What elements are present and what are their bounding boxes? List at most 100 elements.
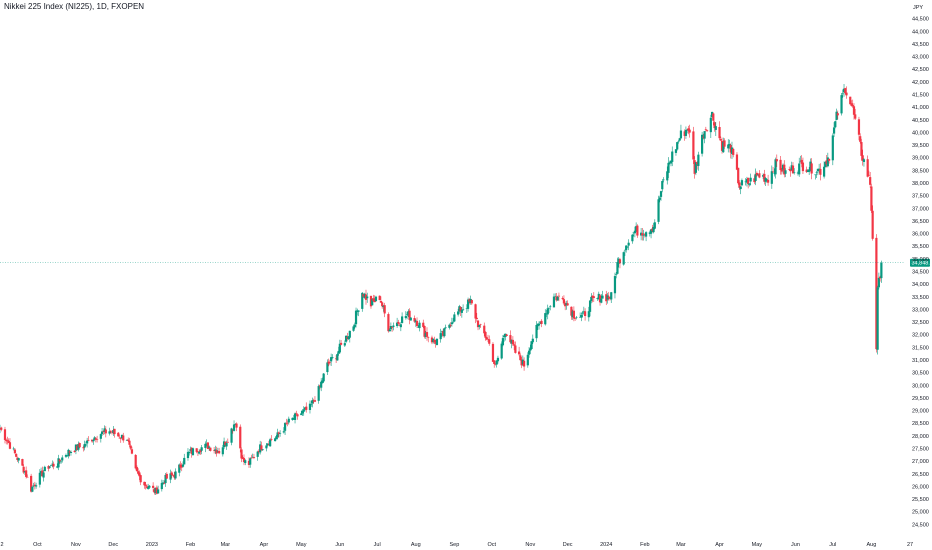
candle-body <box>213 450 216 451</box>
candle-body <box>422 322 425 327</box>
candle <box>222 437 226 450</box>
candle-body <box>100 431 104 435</box>
candle-body <box>373 299 376 303</box>
candle-body <box>405 313 409 315</box>
candle-body <box>815 172 818 174</box>
candle-body <box>518 351 521 355</box>
candle <box>720 137 724 154</box>
candle <box>292 415 295 420</box>
candle-body <box>819 168 822 175</box>
candle <box>827 158 831 164</box>
candle-body <box>256 451 259 457</box>
candle-body <box>190 447 193 454</box>
candle-body <box>740 180 744 186</box>
candle <box>701 131 704 157</box>
candle <box>47 464 50 472</box>
candle-body <box>387 314 390 332</box>
candle-body <box>242 458 246 463</box>
candle-body <box>320 381 323 388</box>
candle <box>719 136 722 141</box>
time-tick-label: 2023 <box>146 542 158 548</box>
time-tick-label: Apr <box>260 542 269 548</box>
candle-body <box>174 471 177 479</box>
candle <box>491 342 495 362</box>
candle-body <box>134 454 137 469</box>
candle <box>546 304 549 320</box>
candle <box>160 479 163 492</box>
candle <box>722 137 725 153</box>
candle-body <box>666 171 669 181</box>
candle <box>789 167 792 177</box>
candle <box>356 308 359 316</box>
candle-body <box>374 296 378 302</box>
candle <box>152 482 155 492</box>
price-tick-label: 40,000 <box>912 130 929 136</box>
candle-body <box>732 148 735 155</box>
candle-body <box>82 447 85 449</box>
candle-body <box>347 336 350 340</box>
time-axis: 2 Oct Nov Dec 2023 Feb Mar Apr May Jun Jul Aug Sep Oc… <box>0 542 913 548</box>
candle-body <box>354 310 358 325</box>
candle <box>823 161 826 179</box>
candle-body <box>531 338 534 343</box>
candle <box>15 453 18 458</box>
candle-body <box>522 360 526 367</box>
candle <box>764 177 767 187</box>
candle-body <box>539 321 542 323</box>
candle-body <box>503 335 506 338</box>
candle <box>866 155 869 178</box>
candle-body <box>697 154 700 166</box>
candle-body <box>424 333 427 337</box>
candle <box>328 359 331 366</box>
candle-body <box>102 431 105 432</box>
candle <box>265 442 268 452</box>
price-tick-label: 43,000 <box>912 55 929 61</box>
candle <box>648 230 651 237</box>
candle-body <box>74 444 78 451</box>
candle-body <box>300 413 303 416</box>
candle-body <box>651 228 654 232</box>
candle <box>460 307 463 318</box>
candle-body <box>310 404 313 406</box>
candle <box>364 289 368 305</box>
candle-body <box>39 471 43 474</box>
candle <box>82 445 85 452</box>
candle <box>100 428 104 436</box>
candle-body <box>186 451 190 459</box>
candle <box>322 373 325 383</box>
candle <box>530 341 533 350</box>
candle <box>510 339 513 349</box>
candle-body <box>244 460 247 464</box>
candle-body <box>779 159 782 171</box>
candle-body <box>430 337 434 343</box>
candle <box>404 311 407 320</box>
candle <box>836 110 839 120</box>
candle <box>468 298 471 305</box>
candle <box>809 158 812 172</box>
candle <box>815 170 818 178</box>
candle-body <box>653 222 656 229</box>
candle-body <box>67 449 70 456</box>
chart-title: Nikkei 225 Index (NI225), 1D, FXOPEN <box>4 2 145 11</box>
candle-body <box>857 119 861 135</box>
candle <box>163 480 166 485</box>
candle <box>552 293 556 308</box>
time-tick-label: 27 <box>907 542 913 548</box>
candle <box>469 295 472 305</box>
candle <box>732 147 735 158</box>
candle <box>757 174 760 177</box>
candle-body <box>500 343 503 359</box>
price-tick-label: 37,500 <box>912 194 929 200</box>
candle <box>579 312 582 318</box>
candle <box>338 339 341 354</box>
candle-body <box>17 458 20 461</box>
price-tick-label: 31,000 <box>912 358 929 364</box>
candle-body <box>138 472 141 477</box>
candle <box>119 437 122 443</box>
candle <box>318 384 322 390</box>
candle-body <box>382 305 385 308</box>
candle <box>653 219 656 230</box>
candle-body <box>460 309 463 313</box>
candle <box>503 333 506 342</box>
